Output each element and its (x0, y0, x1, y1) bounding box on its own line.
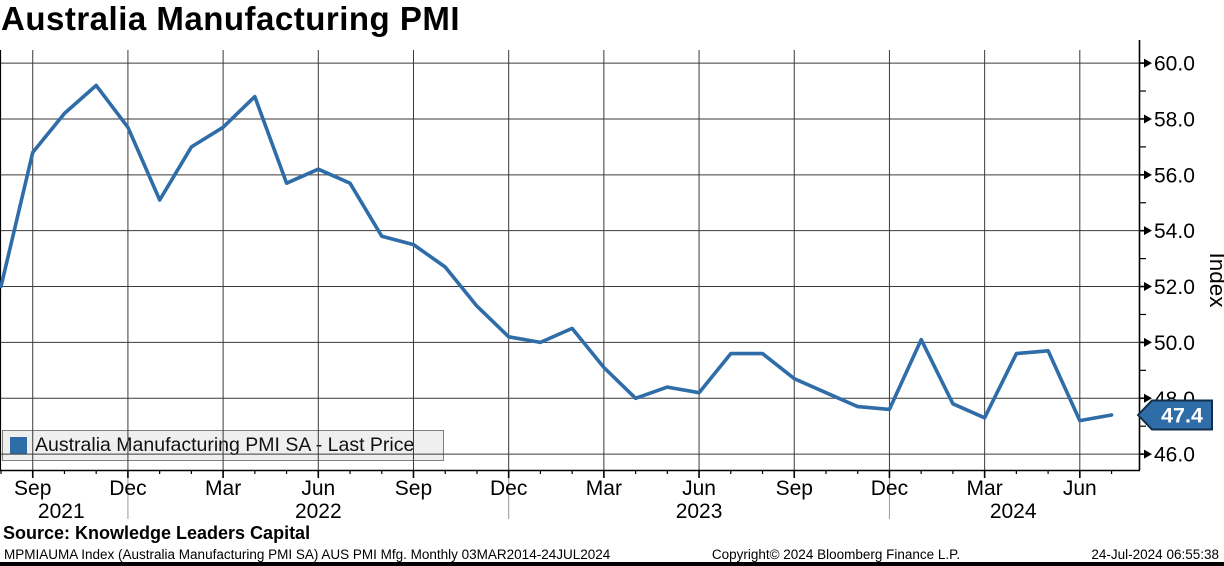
source-line: Source: Knowledge Leaders Capital (3, 523, 311, 543)
svg-text:Mar: Mar (205, 477, 241, 500)
last-price-badge: 47.4 (1136, 399, 1213, 431)
bottom-divider (0, 562, 1224, 566)
ticker-meta-text: MPMIAUMA Index (Australia Manufacturing … (4, 547, 611, 562)
legend-series-label: Australia Manufacturing PMI SA - Last Pr… (35, 434, 415, 456)
svg-text:60.0: 60.0 (1154, 53, 1195, 76)
svg-text:Jun: Jun (301, 477, 335, 500)
x-gridlines (32, 50, 1081, 470)
svg-text:48.0: 48.0 (1154, 388, 1195, 411)
svg-text:2022: 2022 (295, 500, 342, 523)
copyright-text: Copyright© 2024 Bloomberg Finance L.P. (711, 547, 961, 562)
year-separators (127, 470, 890, 519)
svg-text:Sep: Sep (14, 477, 51, 500)
svg-text:Mar: Mar (586, 477, 622, 500)
svg-text:2024: 2024 (990, 500, 1037, 523)
svg-text:Jun: Jun (682, 477, 716, 500)
svg-text:Dec: Dec (871, 477, 908, 500)
svg-text:2023: 2023 (676, 500, 723, 523)
legend-swatch-icon (10, 437, 27, 454)
svg-text:Index: Index (1205, 252, 1224, 308)
y-axis-ticks (1140, 58, 1152, 459)
svg-text:2021: 2021 (38, 500, 85, 523)
svg-text:Mar: Mar (967, 477, 1003, 500)
svg-text:47.4: 47.4 (1161, 404, 1203, 428)
svg-text:Jun: Jun (1063, 477, 1097, 500)
svg-text:50.0: 50.0 (1154, 332, 1195, 355)
svg-text:46.0: 46.0 (1154, 444, 1195, 467)
svg-text:56.0: 56.0 (1154, 164, 1195, 187)
x-axis-labels: Sep Dec Mar Jun Sep Dec Mar Jun Sep Dec Mar Jun 2021… (14, 477, 1097, 523)
svg-text:52.0: 52.0 (1154, 276, 1195, 299)
legend: Australia Manufacturing PMI SA - Last Pr… (2, 430, 444, 461)
svg-text:Dec: Dec (490, 477, 527, 500)
pmi-line-series (0, 83, 1114, 423)
footer-bar: MPMIAUMA Index (Australia Manufacturing … (0, 547, 1224, 563)
axes (0, 40, 1141, 472)
timestamp-text: 24-Jul-2024 06:55:38 (1091, 547, 1219, 562)
svg-text:Sep: Sep (776, 477, 813, 500)
y-gridlines (0, 62, 1140, 455)
svg-text:Dec: Dec (109, 477, 146, 500)
svg-text:58.0: 58.0 (1154, 108, 1195, 131)
y-axis-title: Index (1205, 252, 1224, 308)
chart-title: Australia Manufacturing PMI (1, 0, 461, 37)
x-axis-ticks (0, 470, 1113, 478)
svg-text:Sep: Sep (395, 477, 432, 500)
svg-text:54.0: 54.0 (1154, 220, 1195, 243)
y-axis-labels: 60.0 58.0 56.0 54.0 52.0 50.0 48.0 46.0 (1154, 53, 1195, 467)
